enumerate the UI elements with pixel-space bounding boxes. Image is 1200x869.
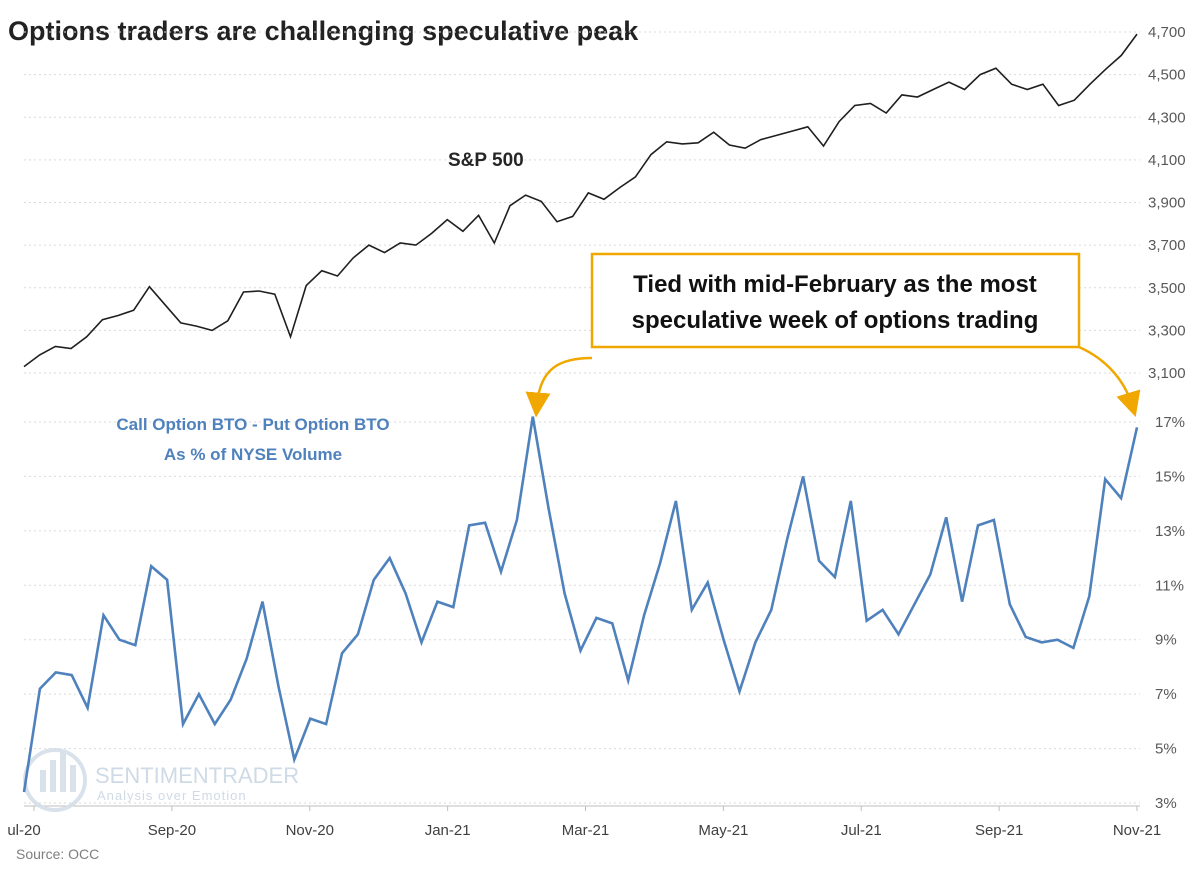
sp500-y-tick-label: 4,100 <box>1148 152 1186 169</box>
call-put-line <box>22 416 1139 793</box>
sp500-y-tick-label: 3,100 <box>1148 365 1186 382</box>
source-note: Source: OCC <box>16 846 99 862</box>
annotation-line-2: speculative week of options trading <box>632 307 1039 334</box>
watermark: SENTIMENTRADER Analysis over Emotion <box>23 748 299 812</box>
x-tick-label: May-21 <box>698 822 748 839</box>
x-tick-label: Jan-21 <box>425 822 471 839</box>
sp500-y-tick-label: 4,300 <box>1148 109 1186 126</box>
call-put-y-tick-label: 5% <box>1155 741 1177 758</box>
call-put-gridlines <box>24 421 1140 804</box>
annotation-arrow-left <box>525 356 593 418</box>
call-put-y-tick-label: 11% <box>1155 577 1184 594</box>
sp500-y-tick-label: 3,700 <box>1148 237 1186 254</box>
call-put-label-line-2: As % of NYSE Volume <box>164 445 342 464</box>
x-tick-label: Sep-20 <box>148 822 196 839</box>
chart-title: Options traders are challenging speculat… <box>8 16 639 46</box>
call-put-y-tick-label: 3% <box>1155 795 1177 812</box>
x-tick-label: ul-20 <box>7 822 40 839</box>
watermark-sub-text: Analysis over Emotion <box>97 788 247 803</box>
x-tick-label: Nov-21 <box>1113 822 1161 839</box>
annotation-box <box>590 252 1081 349</box>
annotation-line-1: Tied with mid-February as the most <box>633 271 1037 298</box>
x-tick-label: Mar-21 <box>562 822 610 839</box>
sp500-y-tick-label: 4,700 <box>1148 24 1186 41</box>
annotation-callout: Tied with mid-February as the most specu… <box>525 252 1141 418</box>
call-put-y-tick-label: 7% <box>1155 686 1177 703</box>
annotation-arrow-right <box>1078 345 1141 417</box>
call-put-y-tick-label: 17% <box>1155 414 1185 431</box>
call-put-y-tick-label: 15% <box>1155 468 1185 485</box>
sp500-y-axis: 4,700 4,500 4,300 4,100 3,900 3,700 3,500 3,300… <box>1148 24 1186 382</box>
x-tick-label: Sep-21 <box>975 822 1023 839</box>
call-put-y-axis: 17% 15% 13% 11% 9% 7% 5% 3% <box>1155 414 1185 812</box>
call-put-y-tick-label: 13% <box>1155 523 1185 540</box>
watermark-main-text: SENTIMENTRADER <box>95 763 299 788</box>
sp500-line <box>23 33 1138 368</box>
sp500-series-label: S&P 500 <box>448 150 524 171</box>
sp500-y-tick-label: 3,300 <box>1148 322 1186 339</box>
sentimentrader-logo-icon <box>23 748 87 812</box>
x-tick-label: Nov-20 <box>286 822 334 839</box>
x-axis: ul-20 Sep-20 Nov-20 Jan-21 Mar-21 May-21 Jul-2… <box>7 805 1161 839</box>
sp500-y-tick-label: 3,500 <box>1148 280 1186 297</box>
x-tick-label: Jul-21 <box>841 822 882 839</box>
call-put-y-tick-label: 9% <box>1155 632 1177 649</box>
call-put-label-line-1: Call Option BTO - Put Option BTO <box>116 415 389 434</box>
sp500-y-tick-label: 4,500 <box>1148 67 1186 84</box>
sp500-y-tick-label: 3,900 <box>1148 195 1186 212</box>
